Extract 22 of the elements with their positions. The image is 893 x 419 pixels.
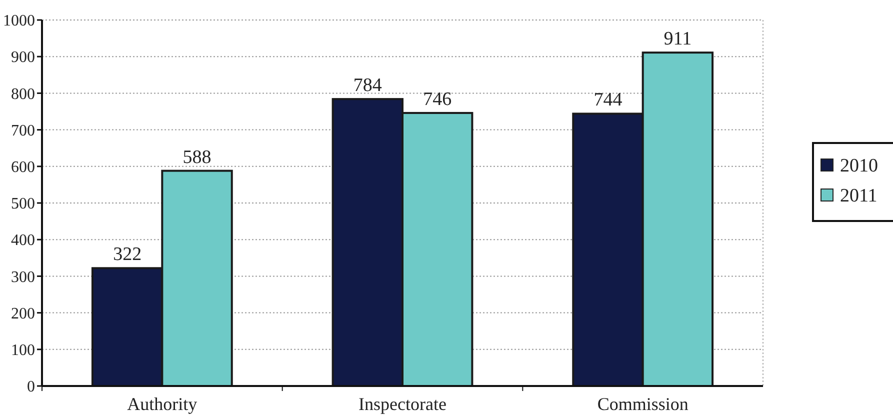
y-tick-label: 500 [11, 196, 35, 213]
legend-label: 2010 [840, 156, 878, 177]
y-tick-label: 300 [11, 268, 35, 286]
y-tick-label: 200 [11, 305, 35, 322]
data-label: 784 [353, 75, 382, 96]
legend-label: 2011 [840, 186, 878, 207]
y-tick-label: 800 [11, 86, 35, 103]
y-tick-label: 1000 [3, 12, 35, 30]
y-tick-label: 400 [11, 232, 35, 250]
data-label: 588 [182, 146, 212, 168]
data-label: 744 [594, 90, 623, 111]
x-tick-label: Inspectorate [358, 394, 446, 414]
data-label: 322 [113, 244, 142, 266]
y-tick-label: 100 [11, 342, 35, 359]
x-tick-label: Authority [127, 394, 198, 414]
x-tick-label: Commission [597, 394, 688, 414]
y-tick-label: 700 [11, 122, 35, 140]
y-tick-label: 900 [11, 49, 35, 66]
y-tick-label: 0 [27, 378, 35, 396]
data-label: 911 [664, 28, 692, 50]
y-tick-label: 600 [11, 159, 35, 176]
data-label: 746 [423, 88, 452, 110]
